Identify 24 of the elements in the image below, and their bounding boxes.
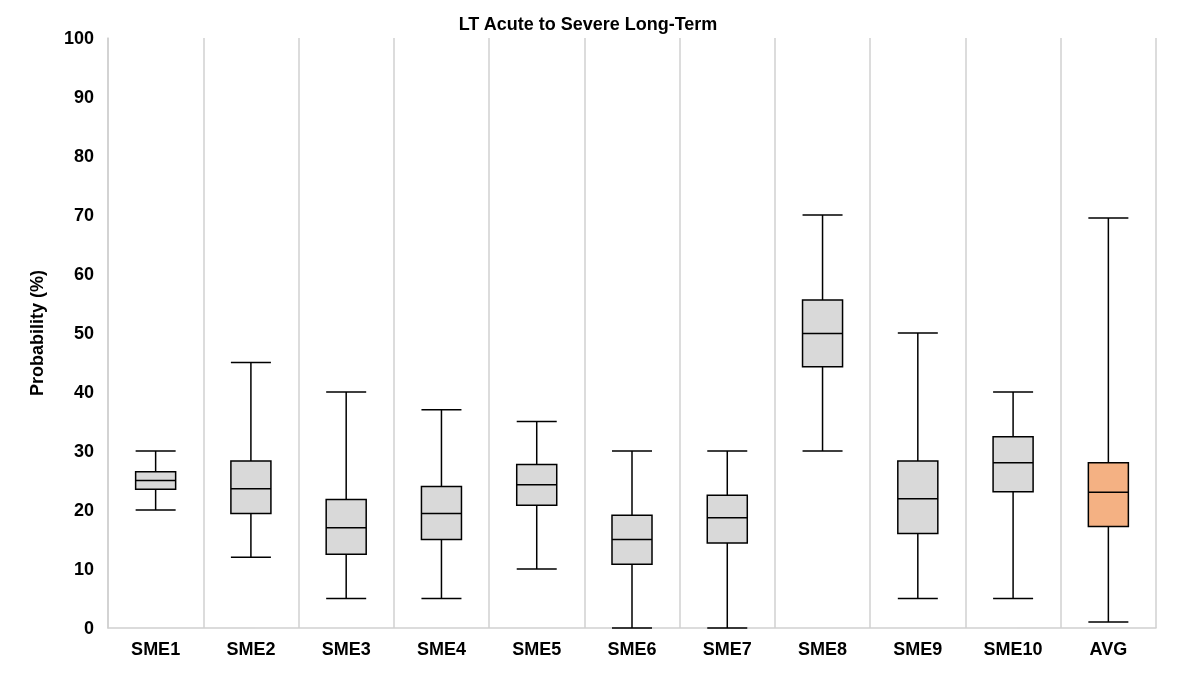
chart-title: LT Acute to Severe Long-Term [458,14,718,34]
y-tick-label: 40 [73,382,94,402]
x-tick-label: SME7 [702,639,752,659]
y-tick-label: 100 [63,28,94,48]
y-tick-label: 10 [73,559,94,579]
y-tick-label: 60 [73,264,94,284]
x-tick-label: SME2 [226,639,276,659]
y-tick-label: 70 [73,205,94,225]
y-tick-label: 90 [73,87,94,107]
x-tick-label: SME4 [416,639,466,659]
y-axis-title: Probability (%) [27,269,47,397]
y-tick-label: 50 [73,323,94,343]
y-tick-label: 0 [83,618,94,638]
x-tick-label: SME9 [893,639,943,659]
x-tick-label: SME3 [321,639,371,659]
y-tick-label: 80 [73,146,94,166]
x-tick-label: SME10 [983,639,1043,659]
x-tick-label: SME8 [798,639,848,659]
x-tick-label: SME5 [512,639,562,659]
x-tick-label: SME1 [131,639,181,659]
x-tick-label: AVG [1089,639,1128,659]
y-tick-label: 30 [73,441,94,461]
y-tick-label: 20 [73,500,94,520]
x-tick-label: SME6 [607,639,657,659]
